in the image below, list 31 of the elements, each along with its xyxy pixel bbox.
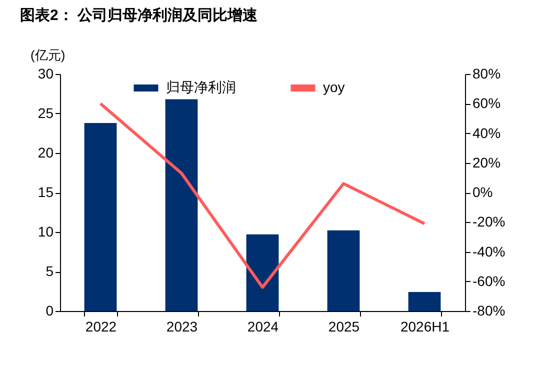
x-tick-label: 2023 xyxy=(166,318,198,334)
y-tick-label: 10 xyxy=(38,224,54,240)
y-tick-label: 0 xyxy=(46,302,54,318)
x-tick-label: 2026H1 xyxy=(400,318,450,334)
x-tick-label: 2024 xyxy=(247,318,279,334)
y2-tick-label: 0% xyxy=(472,184,493,200)
y2-tick-label: 40% xyxy=(472,124,501,141)
y2-tick-label: 60% xyxy=(472,95,501,112)
y2-tick-label: -20% xyxy=(472,214,506,230)
bar xyxy=(246,234,279,311)
y2-tick-label: -40% xyxy=(472,243,506,260)
x-tick-label: 2025 xyxy=(328,318,360,334)
bar xyxy=(408,292,441,311)
legend-label: 归母净利润 xyxy=(166,79,236,95)
line-series xyxy=(99,102,426,289)
legend-label: yoy xyxy=(323,79,345,95)
y2-tick-label: -80% xyxy=(472,302,506,318)
chart-title: 图表2： 公司归母净利润及同比增速 xyxy=(20,6,259,24)
x-tick-label: 2022 xyxy=(85,318,117,334)
bar xyxy=(165,99,198,311)
y-tick-label: 20 xyxy=(38,144,54,160)
bar xyxy=(84,122,117,311)
y2-tick-label: 80% xyxy=(472,66,501,82)
y-tick-label: 15 xyxy=(38,184,54,200)
y2-tick-label: 20% xyxy=(472,154,501,170)
y-tick-label: 25 xyxy=(38,105,54,121)
y2-tick-label: -60% xyxy=(472,272,506,289)
y-tick-label: 30 xyxy=(38,66,54,82)
y-axis-title: (亿元) xyxy=(30,48,66,62)
y-tick-label: 5 xyxy=(46,263,54,279)
bar xyxy=(327,230,360,311)
